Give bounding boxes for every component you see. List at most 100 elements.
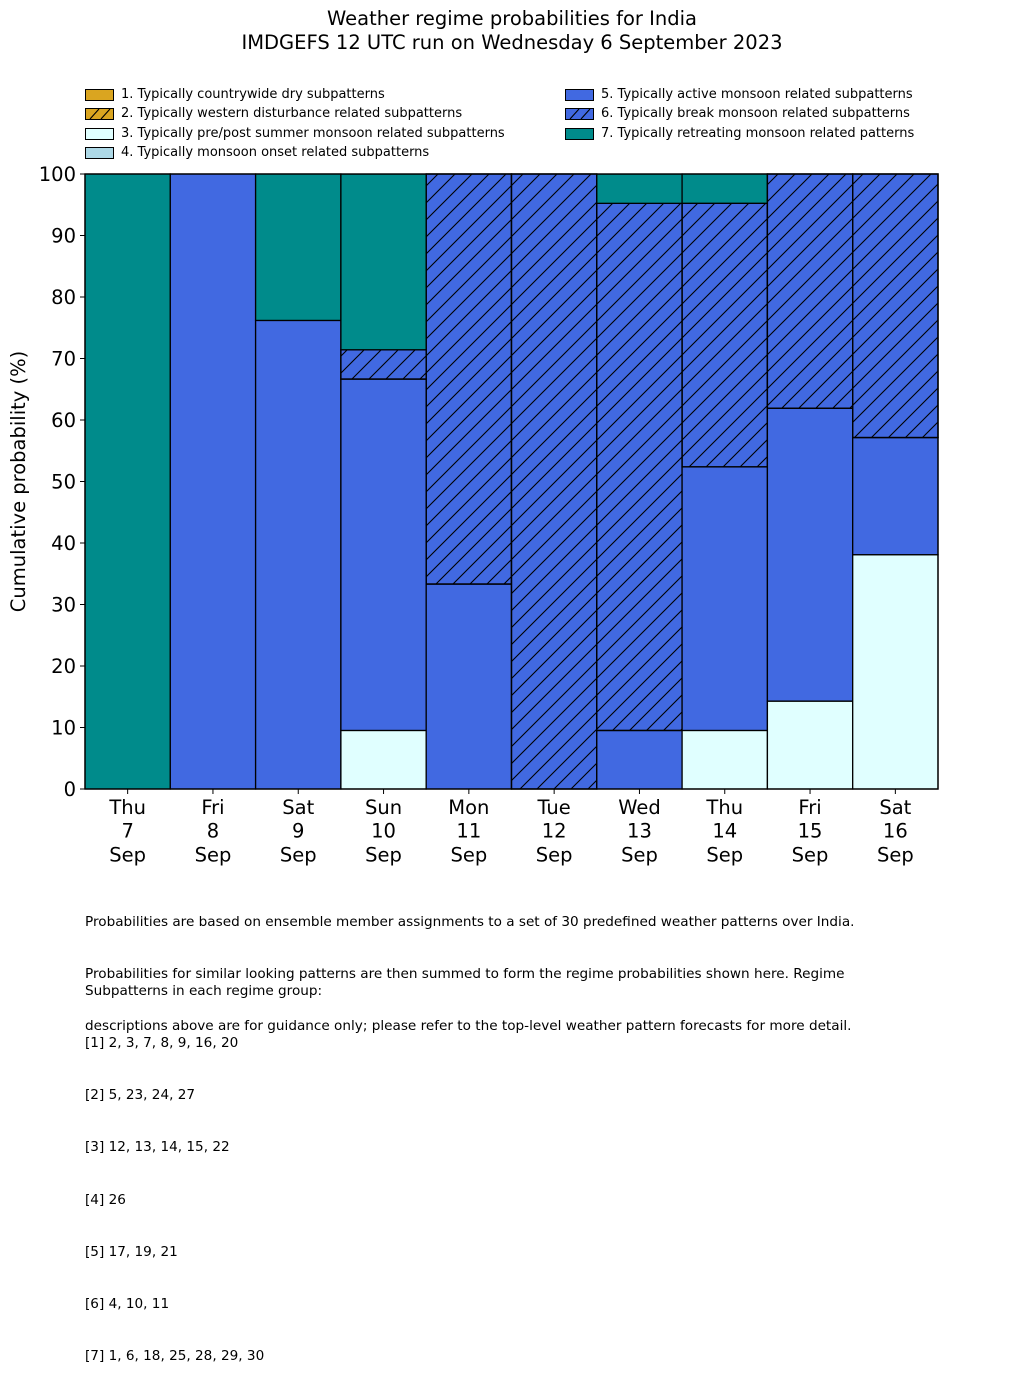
bar-segment — [169, 173, 257, 790]
bar-segment — [681, 466, 769, 732]
legend-item: 3. Typically pre/post summer monsoon rel… — [85, 126, 505, 142]
notes-paragraph: Probabilities are based on ensemble memb… — [85, 879, 854, 1053]
x-tick-label: 9 — [292, 820, 304, 843]
notes-line: Probabilities are based on ensemble memb… — [85, 913, 855, 930]
x-tick-label: Sat — [282, 796, 314, 819]
y-tick-label: 40 — [51, 532, 76, 555]
x-tick-label: 12 — [542, 820, 567, 843]
legend-item: 4. Typically monsoon onset related subpa… — [85, 145, 429, 161]
x-tick-label: Sep — [792, 843, 829, 866]
chart-subtitle: IMDGEFS 12 UTC run on Wednesday 6 Septem… — [241, 31, 783, 54]
y-tick-label: 50 — [51, 471, 76, 494]
groups-heading: Subpatterns in each regime group: — [85, 982, 323, 999]
bar-segment — [84, 173, 171, 790]
legend-item: 6. Typically break monsoon related subpa… — [565, 106, 910, 122]
x-tick-label: 10 — [371, 820, 396, 843]
legend-label: 3. Typically pre/post summer monsoon rel… — [121, 125, 505, 141]
legend-item: 7. Typically retreating monsoon related … — [565, 126, 914, 142]
legend-swatch — [565, 108, 594, 121]
bar-segment — [852, 436, 939, 556]
x-tick-label: Sat — [879, 796, 911, 819]
group-line: [6] 4, 10, 11 — [85, 1296, 170, 1313]
legend-swatch — [565, 89, 594, 101]
y-tick-label: 60 — [51, 409, 76, 432]
x-tick-label: 11 — [456, 820, 481, 843]
y-tick-label: 80 — [51, 286, 76, 309]
x-tick-label: Sep — [109, 843, 146, 866]
legend-swatch — [565, 127, 594, 140]
legend-label: 2. Typically western disturbance related… — [121, 106, 463, 122]
x-tick-label: Sep — [706, 843, 743, 866]
x-tick-label: 7 — [121, 820, 133, 843]
bar-segment — [766, 700, 854, 790]
notes-line: Probabilities for similar looking patter… — [85, 966, 845, 983]
bar-segment — [340, 378, 427, 732]
regime-groups: Subpatterns in each regime group: [1] 2,… — [85, 948, 322, 1383]
bar-segment-hatch — [766, 173, 854, 409]
legend-label: 4. Typically monsoon onset related subpa… — [121, 144, 430, 160]
bar-segment-hatch — [681, 202, 769, 468]
notes-line: descriptions above are for guidance only… — [85, 1018, 852, 1035]
stacked-bar-chart: 0 10 20 30 40 50 60 70 80 90 100 Cumulative probabi… — [7, 163, 939, 866]
bar-segment — [596, 173, 683, 204]
legend-label: 1. Typically countrywide dry subpatterns — [121, 87, 385, 102]
bar-segment — [254, 319, 342, 790]
legend-label: 7. Typically retreating monsoon related … — [601, 125, 915, 141]
legend-swatch — [85, 146, 114, 159]
legend-swatch — [85, 108, 114, 121]
x-tick-label: Tue — [536, 796, 570, 819]
y-tick-label: 10 — [51, 717, 76, 740]
bar-segment — [425, 583, 513, 790]
x-tick-label: Sep — [621, 843, 658, 866]
legend-item: 2. Typically western disturbance related… — [85, 106, 462, 122]
y-tick-label: 90 — [51, 225, 76, 248]
legend-swatch — [85, 127, 114, 140]
x-tick-label: 16 — [883, 820, 908, 843]
x-tick-label: 14 — [712, 820, 737, 843]
group-line: [2] 5, 23, 24, 27 — [85, 1087, 196, 1104]
legend-label: 6. Typically break monsoon related subpa… — [601, 106, 910, 122]
legend-swatch — [85, 89, 114, 101]
bar-segment-hatch — [596, 202, 683, 732]
x-tick-label: Sep — [195, 843, 232, 866]
legend-item: 1. Typically countrywide dry subpatterns — [85, 87, 385, 103]
bar-segment — [340, 173, 427, 351]
group-line: [5] 17, 19, 21 — [85, 1243, 178, 1260]
x-tick-label: Sep — [536, 843, 573, 866]
bar-segment — [254, 173, 342, 322]
y-tick-label: 70 — [51, 348, 76, 371]
group-line: [1] 2, 3, 7, 8, 9, 16, 20 — [85, 1035, 239, 1052]
bar-segment — [681, 173, 769, 204]
x-tick-label: Sep — [365, 843, 402, 866]
y-tick-label: 100 — [39, 163, 76, 186]
bar-segment — [852, 554, 939, 790]
group-line: [3] 12, 13, 14, 15, 22 — [85, 1139, 230, 1156]
y-tick-label: 30 — [51, 594, 76, 617]
x-tick-label: Sep — [877, 843, 914, 866]
bar-segment-hatch — [510, 173, 598, 790]
bar-segment-hatch — [852, 173, 939, 439]
bar-segment-hatch — [340, 349, 427, 380]
bar-segment — [596, 729, 683, 790]
y-tick-label: 0 — [64, 778, 76, 801]
bar-segment — [766, 407, 854, 702]
x-tick-label: Thu — [108, 796, 146, 819]
legend-label: 5. Typically active monsoon related subp… — [601, 87, 913, 102]
bar-segment-hatch — [425, 173, 513, 585]
x-tick-label: 8 — [207, 820, 219, 843]
x-tick-label: Fri — [798, 796, 821, 819]
x-tick-label: Mon — [448, 796, 489, 819]
y-tick-label: 20 — [51, 655, 76, 678]
x-tick-label: Sun — [365, 796, 402, 819]
y-axis-label: Cumulative probability (%) — [7, 351, 30, 612]
x-tick-label: Thu — [705, 796, 743, 819]
chart-title: Weather regime probabilities for India — [326, 7, 697, 30]
x-tick-label: 13 — [627, 820, 652, 843]
x-tick-label: Sep — [280, 843, 317, 866]
group-line: [4] 26 — [85, 1191, 126, 1208]
bar-segment — [681, 729, 769, 790]
x-tick-label: Fri — [201, 796, 224, 819]
x-tick-label: 15 — [798, 820, 823, 843]
x-tick-label: Wed — [618, 796, 661, 819]
x-tick-label: Sep — [450, 843, 487, 866]
